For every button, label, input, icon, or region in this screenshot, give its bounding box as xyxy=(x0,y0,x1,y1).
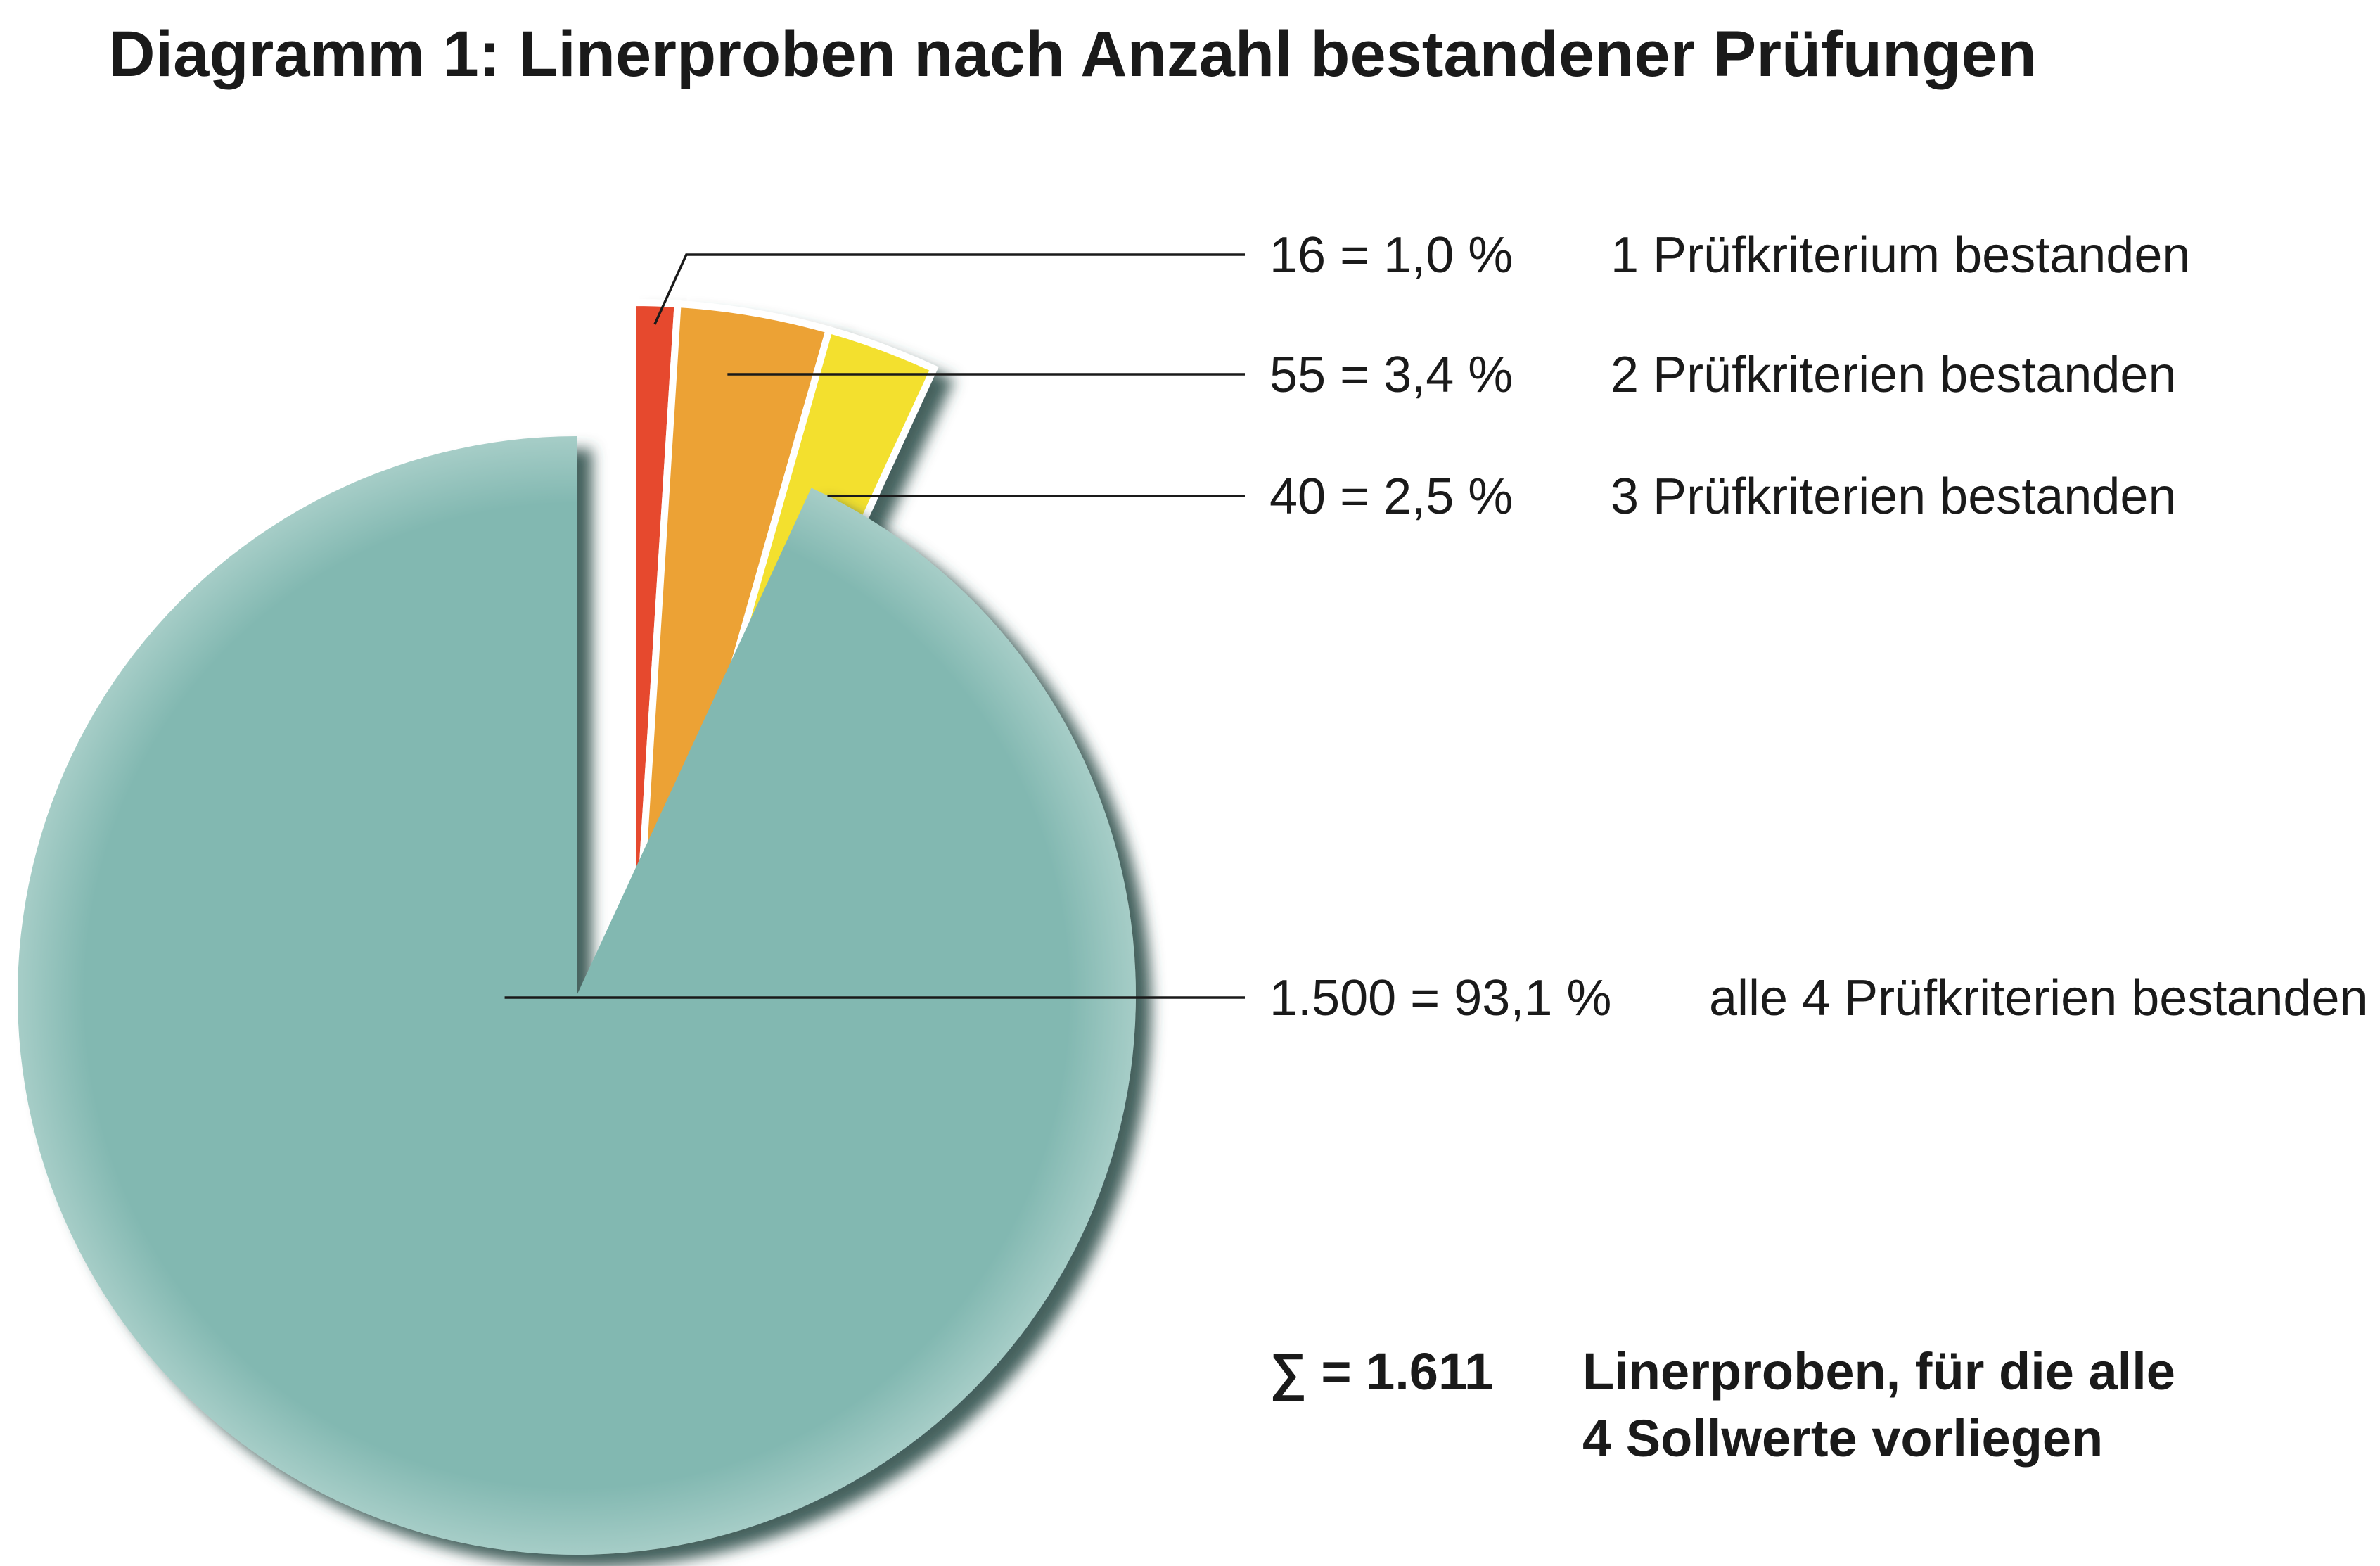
pie-slices xyxy=(18,298,1137,1555)
slice-value-label-2: 55 = 3,4 % xyxy=(1269,347,1513,403)
slice-name-label-1: 1 Prüfkriterium bestanden xyxy=(1611,227,2190,284)
leader-line-1 xyxy=(653,253,1245,325)
slice-value-label-4: 1.500 = 93,1 % xyxy=(1269,970,1611,1026)
slice-name-label-4: alle 4 Prüfkriterien bestanden xyxy=(1709,970,2368,1026)
pie-slice-4 xyxy=(18,436,1137,1555)
total-text-line-1: Linerproben, für die alle xyxy=(1582,1342,2175,1401)
total-text-line-2: 4 Sollwerte vorliegen xyxy=(1582,1409,2103,1468)
slice-value-label-3: 40 = 2,5 % xyxy=(1269,469,1513,525)
total-label: ∑ = 1.611 xyxy=(1269,1342,1493,1401)
slice-labels: 16 = 1,0 % 1 Prüfkriterium bestanden 55 = … xyxy=(1269,227,2368,1026)
slice-name-label-3: 3 Prüfkriterien bestanden xyxy=(1611,469,2176,525)
leader-lines xyxy=(504,253,1245,999)
slice-value-label-1: 16 = 1,0 % xyxy=(1269,227,1513,284)
chart-title: Diagramm 1: Linerproben nach Anzahl best… xyxy=(108,18,2037,90)
slice-name-label-2: 2 Prüfkriterien bestanden xyxy=(1611,347,2176,403)
